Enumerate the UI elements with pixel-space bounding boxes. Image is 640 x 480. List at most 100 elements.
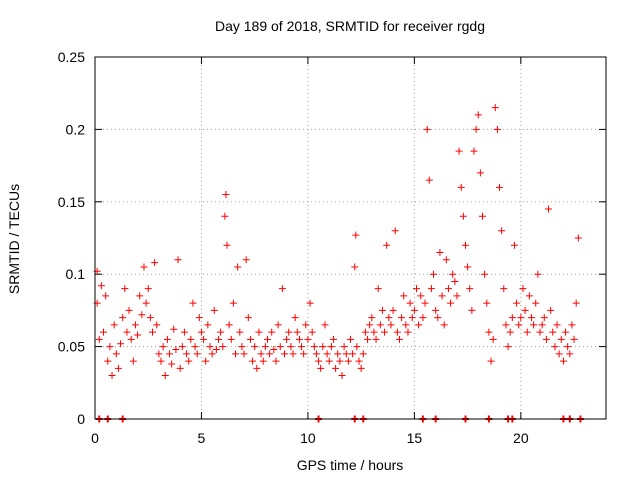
data-point xyxy=(100,328,108,336)
data-point xyxy=(104,357,112,365)
data-point xyxy=(553,321,561,329)
data-point xyxy=(306,299,314,307)
data-point xyxy=(289,350,297,358)
data-point xyxy=(510,241,518,249)
data-point xyxy=(466,285,474,293)
data-point xyxy=(298,343,306,351)
data-point xyxy=(476,169,484,177)
data-point xyxy=(221,212,229,220)
data-point xyxy=(464,263,472,271)
data-point xyxy=(521,306,529,314)
data-point xyxy=(402,321,410,329)
data-point xyxy=(487,357,495,365)
data-point xyxy=(455,147,463,155)
data-point xyxy=(325,357,333,365)
data-point xyxy=(259,357,267,365)
data-point xyxy=(436,248,444,256)
data-point xyxy=(389,306,397,314)
data-point xyxy=(117,340,125,348)
data-point xyxy=(293,328,301,336)
data-point xyxy=(483,299,491,307)
data-point xyxy=(423,125,431,133)
data-point xyxy=(278,285,286,293)
data-point xyxy=(210,306,218,314)
data-point xyxy=(125,306,133,314)
data-point xyxy=(361,328,369,336)
points-layer xyxy=(93,104,584,423)
data-point xyxy=(540,314,548,322)
data-point xyxy=(430,270,438,278)
data-point xyxy=(557,335,565,343)
data-point xyxy=(168,360,176,368)
data-point xyxy=(425,176,433,184)
data-point xyxy=(197,328,205,336)
plot-frame xyxy=(94,56,607,420)
data-point xyxy=(523,328,531,336)
data-point xyxy=(283,335,291,343)
data-point xyxy=(370,328,378,336)
y-tick-label: 0 xyxy=(77,411,85,427)
data-point xyxy=(106,343,114,351)
data-point xyxy=(146,314,154,322)
data-point xyxy=(157,357,165,365)
data-point xyxy=(193,350,201,358)
data-point xyxy=(166,350,174,358)
data-point xyxy=(459,212,467,220)
data-point xyxy=(498,227,506,235)
data-point xyxy=(153,321,161,329)
data-point xyxy=(312,350,320,358)
data-point xyxy=(97,282,105,290)
data-point xyxy=(564,343,572,351)
data-point xyxy=(479,212,487,220)
data-point xyxy=(161,372,169,380)
y-tick-label: 0.1 xyxy=(66,266,86,282)
data-point xyxy=(504,343,512,351)
data-point xyxy=(415,321,423,329)
data-point xyxy=(119,314,127,322)
y-tick-label: 0.05 xyxy=(58,339,85,355)
data-point xyxy=(227,335,235,343)
data-point xyxy=(338,372,346,380)
data-point xyxy=(406,299,414,307)
data-point xyxy=(144,285,152,293)
data-point xyxy=(387,321,395,329)
data-point xyxy=(357,364,365,372)
data-point xyxy=(502,321,510,329)
data-point xyxy=(493,125,501,133)
data-point xyxy=(527,314,535,322)
chart-title: Day 189 of 2018, SRMTID for receiver rgd… xyxy=(215,18,485,34)
grid-layer xyxy=(95,57,606,419)
data-point xyxy=(222,191,230,199)
data-point xyxy=(334,350,342,358)
data-point xyxy=(447,299,455,307)
data-point xyxy=(506,328,514,336)
data-point xyxy=(417,292,425,300)
data-point xyxy=(461,241,469,249)
data-point xyxy=(142,299,150,307)
data-point xyxy=(342,350,350,358)
data-point xyxy=(280,350,288,358)
data-point xyxy=(232,350,240,358)
data-point xyxy=(340,343,348,351)
data-point xyxy=(551,343,559,351)
data-point xyxy=(568,321,576,329)
data-point xyxy=(549,328,557,336)
data-point xyxy=(525,292,533,300)
data-point xyxy=(217,328,225,336)
data-point xyxy=(353,343,361,351)
data-point xyxy=(347,335,354,343)
data-point xyxy=(176,364,184,372)
data-point xyxy=(329,335,337,343)
data-point xyxy=(285,328,293,336)
tick-layer: 0 0.05 0.1 0.15 0.2 0.25 0 5 10 15 20 xyxy=(58,49,606,446)
data-point xyxy=(244,314,252,322)
data-point xyxy=(451,277,459,285)
data-point xyxy=(368,314,376,322)
data-point xyxy=(189,299,197,307)
x-tick-label: 5 xyxy=(198,430,206,446)
data-point xyxy=(351,263,359,271)
data-point xyxy=(300,350,308,358)
data-point xyxy=(489,335,497,343)
data-point xyxy=(532,299,540,307)
data-point xyxy=(404,328,412,336)
